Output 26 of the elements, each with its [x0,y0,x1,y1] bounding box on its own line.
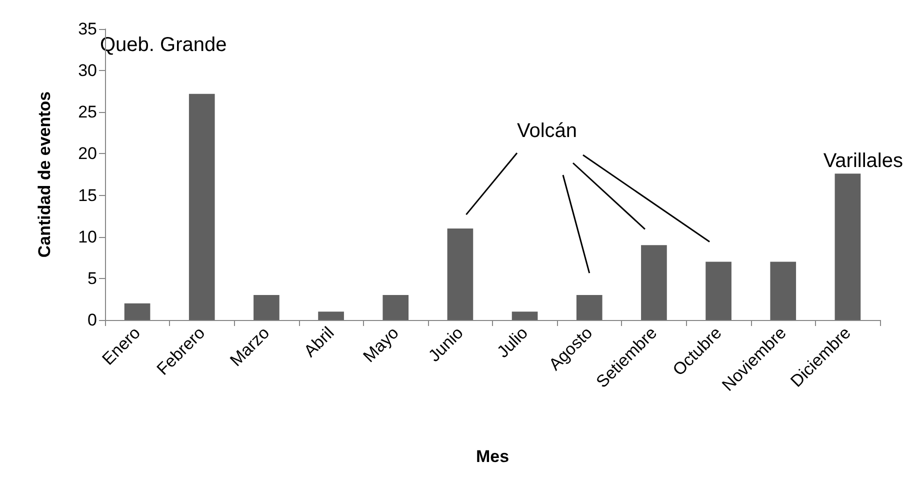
bar [834,174,861,320]
annotation: Queb. Grande [100,34,227,56]
annotation: Varillales [823,150,903,172]
bar [447,228,474,320]
y-tick-label: 5 [88,268,97,288]
bar [706,262,732,320]
x-axis-title: Mes [476,447,510,466]
y-tick-label: 25 [78,102,97,122]
bar [254,295,280,320]
annotation: Volcán [516,120,578,142]
bar [382,295,409,320]
y-tick-label: 0 [88,310,97,330]
bar [512,312,538,320]
bar [124,303,150,320]
bar [318,312,344,320]
y-tick-label: 35 [78,20,97,38]
y-tick-label: 10 [78,227,97,246]
bar [188,94,215,320]
x-tick-label: Julio [493,323,532,362]
bar [641,245,667,320]
y-tick-label: 20 [78,144,97,164]
bar [770,262,796,320]
y-tick-label: 30 [78,61,97,80]
y-axis-title: Cantidad de eventos [35,91,54,258]
y-tick-label: 15 [78,186,97,205]
bar [576,295,602,320]
